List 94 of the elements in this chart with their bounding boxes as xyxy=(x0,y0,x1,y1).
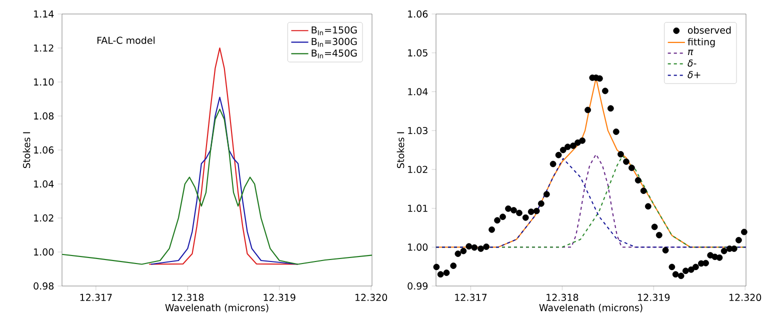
point xyxy=(602,88,608,94)
point xyxy=(538,200,544,207)
x-tick-label: 12.317 xyxy=(455,294,487,301)
point xyxy=(634,177,642,184)
point xyxy=(740,228,748,236)
y-tick-label: 1.10 xyxy=(34,78,54,86)
x-tick-label: 12.320 xyxy=(356,294,388,301)
point xyxy=(672,271,679,278)
x-axis-title: Wavelenath (microns) xyxy=(165,304,268,312)
y-tick-label: 1.12 xyxy=(34,44,54,52)
x-tick-label: 12.317 xyxy=(80,294,112,301)
y-tick-label: 1.02 xyxy=(408,166,428,174)
point xyxy=(550,160,556,168)
point xyxy=(640,188,647,194)
point xyxy=(460,248,467,254)
point xyxy=(560,146,566,154)
point xyxy=(471,244,478,251)
point xyxy=(720,248,728,254)
point xyxy=(702,260,709,266)
point xyxy=(644,203,652,210)
legend-label: π xyxy=(688,50,694,56)
x-tick-label: 12.320 xyxy=(730,294,762,301)
y-axis-title: Stokes I xyxy=(396,132,404,168)
point xyxy=(584,106,592,114)
point xyxy=(692,264,699,270)
point xyxy=(607,105,614,112)
annotation: FAL-C model xyxy=(97,36,155,44)
point xyxy=(543,191,550,198)
y-tick-label: 1.01 xyxy=(408,204,428,212)
point xyxy=(522,214,529,221)
point xyxy=(483,244,490,250)
x-tick-label: 12.318 xyxy=(546,294,578,301)
point xyxy=(612,128,620,135)
x-axis-title: Wavelenath (microns) xyxy=(539,304,642,312)
point xyxy=(505,205,512,212)
point xyxy=(488,226,495,233)
point xyxy=(494,217,500,224)
point xyxy=(618,151,624,158)
point xyxy=(443,270,450,276)
point xyxy=(466,243,472,250)
legend-label: δ- xyxy=(688,59,696,67)
point xyxy=(678,272,684,280)
point xyxy=(662,247,669,254)
point xyxy=(735,236,742,244)
y-tick-label: 1.05 xyxy=(408,49,428,56)
x-tick-label: 12.319 xyxy=(638,294,670,301)
point xyxy=(533,208,540,214)
point xyxy=(656,232,662,238)
point xyxy=(516,210,522,216)
y-tick-label: 1.04 xyxy=(408,88,428,96)
point xyxy=(628,164,635,172)
y-tick-label: 0.98 xyxy=(34,282,54,290)
point xyxy=(454,250,462,257)
point xyxy=(564,144,571,150)
point xyxy=(730,246,738,252)
legend-label: B$_{In}$=300G xyxy=(312,38,357,47)
point xyxy=(450,262,457,269)
point xyxy=(651,224,658,230)
y-tick-label: 1.08 xyxy=(34,112,54,120)
point xyxy=(574,139,581,146)
line-series xyxy=(148,47,298,265)
y-tick-label: 1.06 xyxy=(34,146,54,154)
y-tick-label: 1.00 xyxy=(408,244,428,251)
y-tick-label: 0.99 xyxy=(408,282,428,290)
x-tick-label: 12.318 xyxy=(172,294,204,301)
line-series xyxy=(62,108,372,265)
point xyxy=(500,214,506,220)
legend-label: observed xyxy=(688,26,731,34)
point xyxy=(555,152,562,158)
point xyxy=(478,246,484,252)
point xyxy=(437,271,444,278)
point xyxy=(528,208,534,215)
point xyxy=(579,137,586,144)
y-tick-label: 1.14 xyxy=(34,10,54,18)
point xyxy=(596,75,603,82)
y-tick-label: 1.03 xyxy=(408,126,428,134)
point xyxy=(668,264,676,270)
x-tick-label: 12.319 xyxy=(264,294,296,301)
y-tick-label: 1.06 xyxy=(408,10,428,18)
y-axis-title: Stokes I xyxy=(22,132,30,168)
y-tick-label: 1.00 xyxy=(34,248,54,256)
point xyxy=(510,207,517,214)
point xyxy=(688,266,694,273)
point xyxy=(716,254,723,261)
point xyxy=(623,158,630,165)
point xyxy=(570,142,576,149)
y-tick-label: 1.04 xyxy=(34,180,54,188)
legend-label: fitting xyxy=(688,38,715,48)
point xyxy=(682,268,689,274)
legend-label: B$_{In}$=150G xyxy=(312,26,357,36)
point xyxy=(433,264,440,270)
y-tick-label: 1.02 xyxy=(34,214,54,222)
legend-label: B$_{In}$=450G xyxy=(312,49,357,58)
legend-label: δ+ xyxy=(688,71,700,78)
